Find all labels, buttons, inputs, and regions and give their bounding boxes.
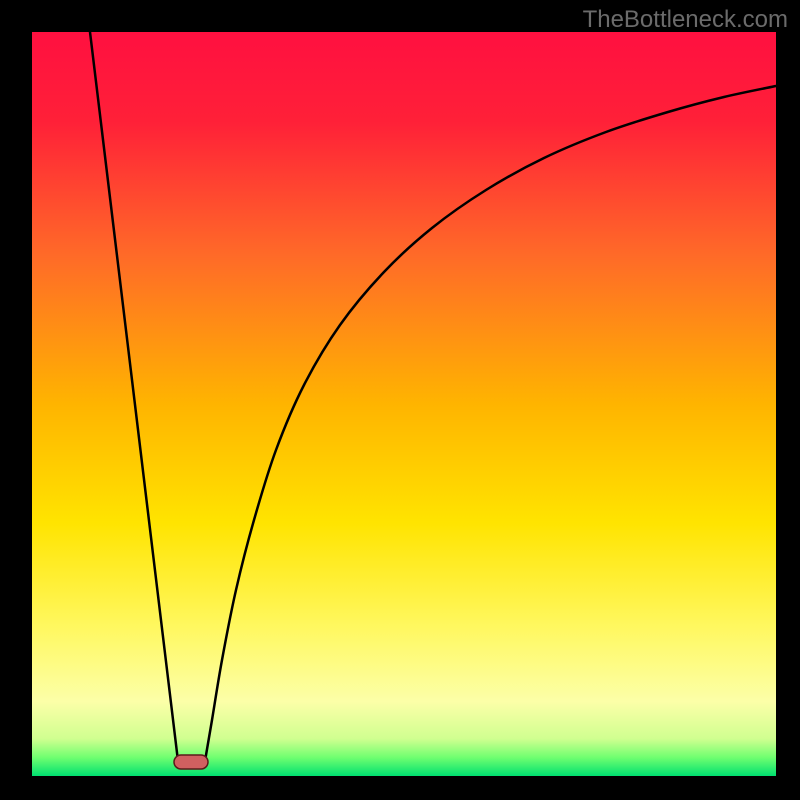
bottleneck-chart: [0, 0, 800, 800]
watermark-text: TheBottleneck.com: [583, 6, 788, 34]
optimum-marker: [174, 755, 208, 769]
plot-area: [32, 32, 776, 776]
chart-container: TheBottleneck.com: [0, 0, 800, 800]
